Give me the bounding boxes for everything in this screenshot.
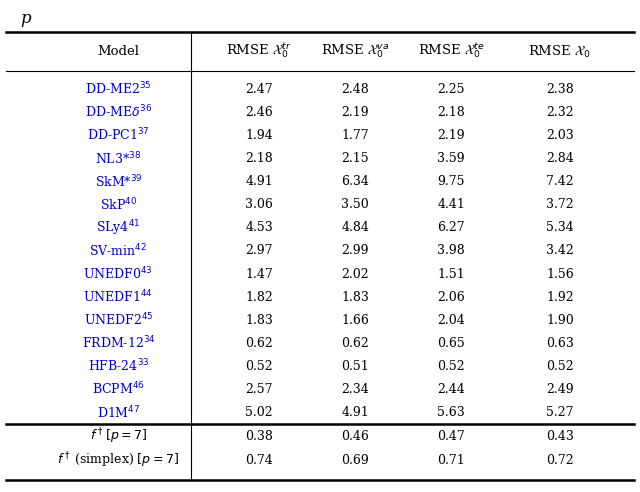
Text: 2.02: 2.02 bbox=[341, 268, 369, 280]
Text: 0.43: 0.43 bbox=[546, 430, 574, 443]
Text: RMSE $\mathcal{X}_0$: RMSE $\mathcal{X}_0$ bbox=[529, 44, 591, 60]
Text: FRDM-12$^{34}$: FRDM-12$^{34}$ bbox=[81, 335, 156, 352]
Text: 4.84: 4.84 bbox=[341, 221, 369, 234]
Text: 3.98: 3.98 bbox=[437, 245, 465, 257]
Text: 3.50: 3.50 bbox=[341, 198, 369, 211]
Text: 0.63: 0.63 bbox=[546, 337, 574, 350]
Text: 0.47: 0.47 bbox=[437, 430, 465, 443]
Text: 2.57: 2.57 bbox=[246, 383, 273, 396]
Text: $f^\dagger$ (simplex) $[p=7]$: $f^\dagger$ (simplex) $[p=7]$ bbox=[58, 451, 179, 470]
Text: p: p bbox=[20, 10, 31, 27]
Text: 2.48: 2.48 bbox=[341, 83, 369, 96]
Text: 0.38: 0.38 bbox=[245, 430, 273, 443]
Text: 9.75: 9.75 bbox=[438, 175, 465, 188]
Text: RMSE $\mathcal{X}_0^{tr}$: RMSE $\mathcal{X}_0^{tr}$ bbox=[227, 42, 292, 61]
Text: 2.18: 2.18 bbox=[245, 152, 273, 165]
Text: 0.72: 0.72 bbox=[546, 454, 574, 467]
Text: 0.51: 0.51 bbox=[341, 360, 369, 373]
Text: 2.03: 2.03 bbox=[546, 129, 574, 142]
Text: 1.51: 1.51 bbox=[437, 268, 465, 280]
Text: Model: Model bbox=[97, 45, 140, 58]
Text: 4.91: 4.91 bbox=[245, 175, 273, 188]
Text: 2.34: 2.34 bbox=[341, 383, 369, 396]
Text: 0.62: 0.62 bbox=[245, 337, 273, 350]
Text: 2.99: 2.99 bbox=[342, 245, 369, 257]
Text: 1.77: 1.77 bbox=[341, 129, 369, 142]
Text: 1.92: 1.92 bbox=[546, 291, 574, 304]
Text: 5.63: 5.63 bbox=[437, 406, 465, 419]
Text: 0.69: 0.69 bbox=[341, 454, 369, 467]
Text: 0.62: 0.62 bbox=[341, 337, 369, 350]
Text: SLy4$^{41}$: SLy4$^{41}$ bbox=[96, 218, 141, 238]
Text: 4.53: 4.53 bbox=[245, 221, 273, 234]
Text: 4.41: 4.41 bbox=[437, 198, 465, 211]
Text: 2.44: 2.44 bbox=[437, 383, 465, 396]
Text: 2.46: 2.46 bbox=[245, 106, 273, 119]
Text: 6.34: 6.34 bbox=[341, 175, 369, 188]
Text: DD-ME2$^{35}$: DD-ME2$^{35}$ bbox=[85, 81, 152, 97]
Text: 2.18: 2.18 bbox=[437, 106, 465, 119]
Text: DD-ME$\delta^{36}$: DD-ME$\delta^{36}$ bbox=[84, 104, 152, 121]
Text: $f^\dagger\,[p=7]$: $f^\dagger\,[p=7]$ bbox=[90, 427, 147, 446]
Text: 3.59: 3.59 bbox=[437, 152, 465, 165]
Text: 2.06: 2.06 bbox=[437, 291, 465, 304]
Text: DD-PC1$^{37}$: DD-PC1$^{37}$ bbox=[87, 127, 150, 144]
Text: NL3*$^{38}$: NL3*$^{38}$ bbox=[95, 150, 141, 167]
Text: 4.91: 4.91 bbox=[341, 406, 369, 419]
Text: UNEDF0$^{43}$: UNEDF0$^{43}$ bbox=[83, 266, 154, 282]
Text: 3.42: 3.42 bbox=[546, 245, 574, 257]
Text: RMSE $\mathcal{X}_0^{te}$: RMSE $\mathcal{X}_0^{te}$ bbox=[418, 42, 484, 61]
Text: 5.02: 5.02 bbox=[245, 406, 273, 419]
Text: 1.90: 1.90 bbox=[546, 314, 574, 327]
Text: SkP$^{40}$: SkP$^{40}$ bbox=[100, 196, 137, 213]
Text: 3.06: 3.06 bbox=[245, 198, 273, 211]
Text: UNEDF1$^{44}$: UNEDF1$^{44}$ bbox=[83, 289, 154, 306]
Text: 2.25: 2.25 bbox=[438, 83, 465, 96]
Text: 2.32: 2.32 bbox=[546, 106, 574, 119]
Text: 0.74: 0.74 bbox=[245, 454, 273, 467]
Text: HFB-24$^{33}$: HFB-24$^{33}$ bbox=[88, 358, 149, 375]
Text: 2.84: 2.84 bbox=[546, 152, 574, 165]
Text: 1.83: 1.83 bbox=[245, 314, 273, 327]
Text: 1.56: 1.56 bbox=[546, 268, 574, 280]
Text: 2.38: 2.38 bbox=[546, 83, 574, 96]
Text: 0.46: 0.46 bbox=[341, 430, 369, 443]
Text: 2.04: 2.04 bbox=[437, 314, 465, 327]
Text: UNEDF2$^{45}$: UNEDF2$^{45}$ bbox=[83, 312, 154, 329]
Text: 0.65: 0.65 bbox=[437, 337, 465, 350]
Text: 1.66: 1.66 bbox=[341, 314, 369, 327]
Text: SkM*$^{39}$: SkM*$^{39}$ bbox=[95, 173, 142, 190]
Text: 0.71: 0.71 bbox=[437, 454, 465, 467]
Text: SV-min$^{42}$: SV-min$^{42}$ bbox=[90, 243, 147, 259]
Text: 6.27: 6.27 bbox=[437, 221, 465, 234]
Text: 2.47: 2.47 bbox=[245, 83, 273, 96]
Text: 2.19: 2.19 bbox=[341, 106, 369, 119]
Text: D1M$^{47}$: D1M$^{47}$ bbox=[97, 404, 140, 421]
Text: 2.49: 2.49 bbox=[546, 383, 574, 396]
Text: 2.19: 2.19 bbox=[437, 129, 465, 142]
Text: 5.27: 5.27 bbox=[547, 406, 573, 419]
Text: 0.52: 0.52 bbox=[546, 360, 574, 373]
Text: 2.15: 2.15 bbox=[341, 152, 369, 165]
Text: 2.97: 2.97 bbox=[246, 245, 273, 257]
Text: 1.82: 1.82 bbox=[245, 291, 273, 304]
Text: 5.34: 5.34 bbox=[546, 221, 574, 234]
Text: RMSE $\mathcal{X}_0^{va}$: RMSE $\mathcal{X}_0^{va}$ bbox=[321, 43, 389, 61]
Text: 7.42: 7.42 bbox=[546, 175, 574, 188]
Text: BCPM$^{46}$: BCPM$^{46}$ bbox=[92, 381, 145, 398]
Text: 1.47: 1.47 bbox=[245, 268, 273, 280]
Text: 1.83: 1.83 bbox=[341, 291, 369, 304]
Text: 1.94: 1.94 bbox=[245, 129, 273, 142]
Text: 3.72: 3.72 bbox=[546, 198, 574, 211]
Text: 0.52: 0.52 bbox=[437, 360, 465, 373]
Text: 0.52: 0.52 bbox=[245, 360, 273, 373]
